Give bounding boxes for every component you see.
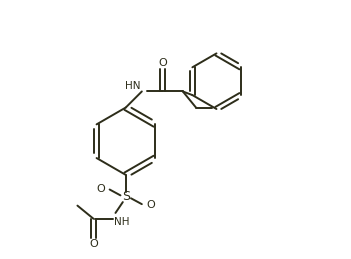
Text: NH: NH [114,217,130,227]
Text: O: O [89,239,98,249]
Text: O: O [158,58,167,68]
Text: O: O [146,200,155,210]
Text: O: O [97,184,105,194]
Text: S: S [122,190,130,203]
Text: HN: HN [125,81,140,91]
